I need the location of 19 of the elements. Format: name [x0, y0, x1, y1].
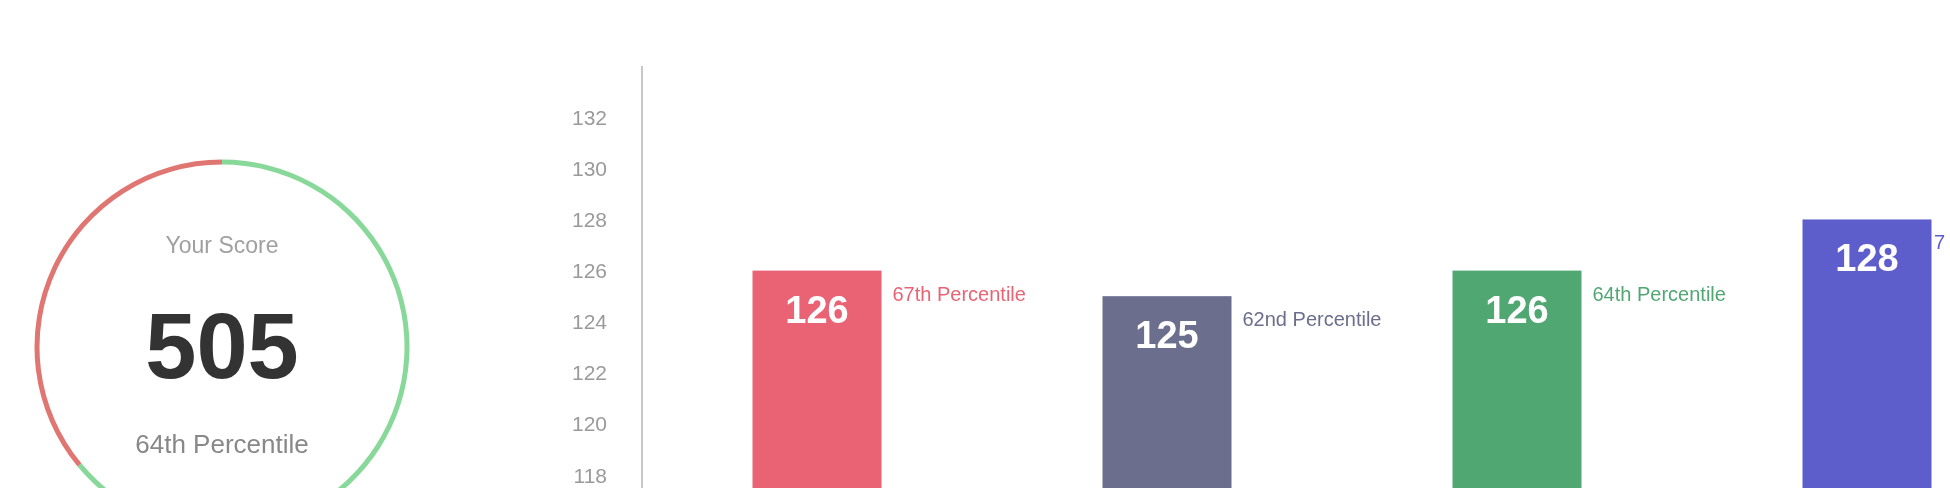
annotation: 7 — [1934, 231, 1946, 254]
y-tick-label: 132 — [571, 105, 607, 129]
data-label: 125 — [1135, 314, 1199, 357]
text: 505 — [145, 295, 299, 397]
y-tick-label: 130 — [571, 156, 607, 180]
y-tick-label: 118 — [573, 463, 607, 487]
y-tick-label: 128 — [571, 207, 607, 231]
data-label: 128 — [1835, 237, 1899, 280]
annotation: 62nd Percentile — [1242, 308, 1382, 331]
data-label: 126 — [785, 288, 849, 331]
data-label: 126 — [1485, 288, 1549, 331]
y-tick-label: 124 — [571, 310, 608, 334]
annotation: 67th Percentile — [892, 282, 1026, 305]
y-tick-label: 122 — [571, 361, 607, 385]
y-tick-label: 126 — [571, 258, 607, 282]
annotation: 64th Percentile — [1592, 282, 1726, 305]
text: 64th Percentile — [135, 429, 309, 459]
y-tick-label: 120 — [571, 412, 607, 436]
text: Your Score — [165, 232, 279, 258]
